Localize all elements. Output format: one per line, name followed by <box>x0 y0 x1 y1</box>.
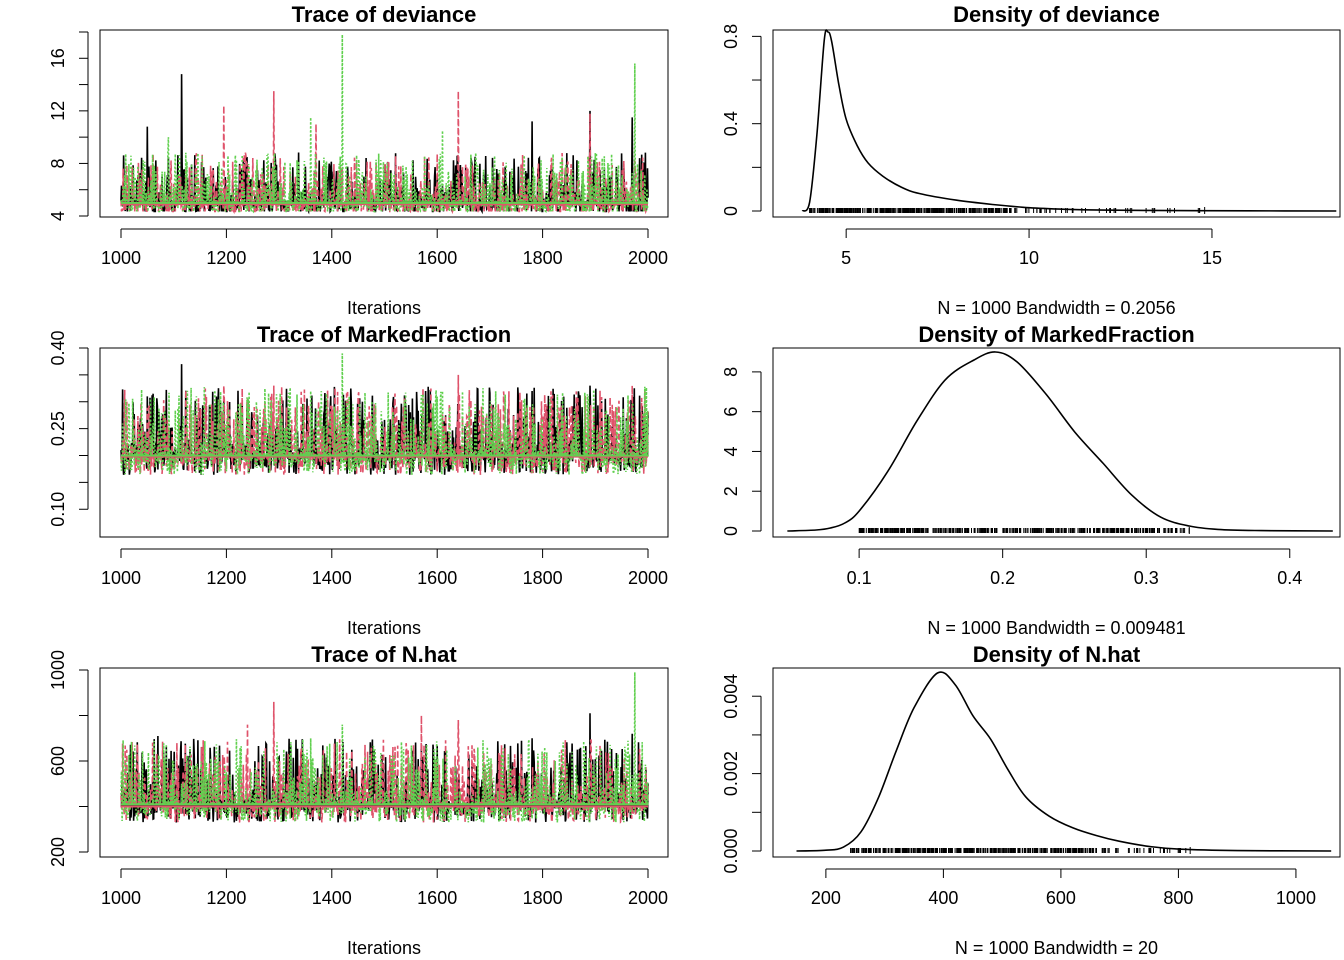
y-tick-label: 0.4 <box>721 111 741 136</box>
y-axis: 0.000 0.002 0.004 <box>721 674 762 874</box>
x-tick-label: 0.3 <box>1134 568 1159 588</box>
y-axis: 0 2 4 6 8 <box>721 367 762 536</box>
plot-frame <box>99 29 669 218</box>
x-tick-label: 2000 <box>628 888 668 908</box>
x-tick-label: 1600 <box>417 248 457 268</box>
x-axis-label: N = 1000 Bandwidth = 20 <box>955 938 1158 958</box>
chart-title: Density of N.hat <box>973 642 1141 667</box>
chart-title: Density of MarkedFraction <box>918 322 1194 347</box>
x-axis-label: N = 1000 Bandwidth = 0.2056 <box>937 298 1175 318</box>
y-tick-label: 8 <box>48 158 68 168</box>
panel-1: Density of deviance 5 10 15 N = 1000 Bandwid… <box>721 2 1341 318</box>
x-tick-label: 0.2 <box>990 568 1015 588</box>
panel-3: Density of MarkedFraction 0.1 0.2 0.3 0.4 N =… <box>721 322 1341 638</box>
x-tick-label: 10 <box>1019 248 1039 268</box>
y-axis: 0 0.4 0.8 <box>721 24 762 216</box>
x-tick-label: 1200 <box>206 888 246 908</box>
x-axis: 200 400 600 800 1000 <box>811 868 1316 908</box>
x-tick-label: 1200 <box>206 568 246 588</box>
y-axis: 4 8 12 16 <box>48 31 89 221</box>
x-tick-label: 2000 <box>628 248 668 268</box>
trace-series-2 <box>120 34 649 214</box>
x-tick-label: 5 <box>841 248 851 268</box>
trace-area <box>120 353 649 476</box>
x-tick-label: 1000 <box>101 248 141 268</box>
x-tick-label: 1600 <box>417 568 457 588</box>
y-tick-label: 0.10 <box>48 492 68 527</box>
y-tick-label: 0.002 <box>721 751 741 796</box>
density-curve <box>801 29 1337 212</box>
x-axis: 1000 1200 1400 1600 1800 2000 <box>101 548 668 588</box>
rug <box>850 847 1191 854</box>
rug <box>809 207 1206 214</box>
x-axis-label: Iterations <box>347 938 421 958</box>
plot-frame <box>772 347 1341 538</box>
x-axis: 0.1 0.2 0.3 0.4 <box>847 548 1302 588</box>
x-axis-label: N = 1000 Bandwidth = 0.009481 <box>927 618 1185 638</box>
trace-area <box>120 672 649 825</box>
x-tick-label: 1400 <box>312 568 352 588</box>
x-axis: 1000 1200 1400 1600 1800 2000 <box>101 868 668 908</box>
x-axis-label: Iterations <box>347 618 421 638</box>
plot-frame <box>99 667 669 858</box>
y-tick-label: 0.40 <box>48 330 68 365</box>
x-tick-label: 1600 <box>417 888 457 908</box>
x-tick-label: 800 <box>1163 888 1193 908</box>
y-axis: 0.10 0.25 0.40 <box>48 330 89 527</box>
y-axis: 200 600 1000 <box>48 650 89 867</box>
y-tick-label: 2 <box>721 486 741 496</box>
x-tick-label: 1800 <box>523 248 563 268</box>
plot-frame <box>772 667 1341 858</box>
y-tick-label: 600 <box>48 746 68 776</box>
x-axis: 5 10 15 <box>841 228 1222 268</box>
x-tick-label: 0.1 <box>847 568 872 588</box>
x-tick-label: 1800 <box>523 568 563 588</box>
y-tick-label: 12 <box>48 101 68 121</box>
y-tick-label: 8 <box>721 367 741 377</box>
x-tick-label: 2000 <box>628 568 668 588</box>
panel-4: Trace of N.hat 1000 1200 1400 1600 1800 2000 It… <box>48 642 669 958</box>
x-tick-label: 1800 <box>523 888 563 908</box>
y-tick-label: 16 <box>48 48 68 68</box>
x-tick-label: 1000 <box>101 888 141 908</box>
panel-0: Trace of deviance 1000 1200 1400 1600 1800 200… <box>48 2 669 318</box>
y-tick-label: 0 <box>721 206 741 216</box>
x-tick-label: 1200 <box>206 248 246 268</box>
trace-area <box>120 34 649 215</box>
chart-title: Trace of deviance <box>292 2 477 27</box>
y-tick-label: 4 <box>721 446 741 456</box>
y-tick-label: 200 <box>48 837 68 867</box>
y-tick-label: 1000 <box>48 650 68 690</box>
y-tick-label: 0.8 <box>721 24 741 49</box>
chart-title: Trace of N.hat <box>311 642 457 667</box>
x-tick-label: 400 <box>928 888 958 908</box>
chart-title: Density of deviance <box>953 2 1160 27</box>
y-tick-label: 4 <box>48 211 68 221</box>
y-tick-label: 0.004 <box>721 674 741 719</box>
y-tick-label: 0.25 <box>48 411 68 446</box>
density-curve <box>787 351 1333 532</box>
chart-title: Trace of MarkedFraction <box>257 322 511 347</box>
x-tick-label: 600 <box>1046 888 1076 908</box>
x-tick-label: 200 <box>811 888 841 908</box>
x-axis-label: Iterations <box>347 298 421 318</box>
x-tick-label: 1400 <box>312 888 352 908</box>
plot-frame <box>99 347 669 538</box>
plot-frame <box>772 29 1341 218</box>
x-tick-label: 0.4 <box>1277 568 1302 588</box>
x-axis: 1000 1200 1400 1600 1800 2000 <box>101 228 668 268</box>
y-tick-label: 6 <box>721 407 741 417</box>
x-tick-label: 1000 <box>101 568 141 588</box>
x-tick-label: 1400 <box>312 248 352 268</box>
y-tick-label: 0.000 <box>721 828 741 873</box>
density-curve <box>796 671 1332 852</box>
x-tick-label: 15 <box>1202 248 1222 268</box>
rug <box>858 527 1190 534</box>
y-tick-label: 0 <box>721 526 741 536</box>
x-tick-label: 1000 <box>1276 888 1316 908</box>
panel-5: Density of N.hat 200 400 600 800 1000 N = 1000… <box>721 642 1341 958</box>
